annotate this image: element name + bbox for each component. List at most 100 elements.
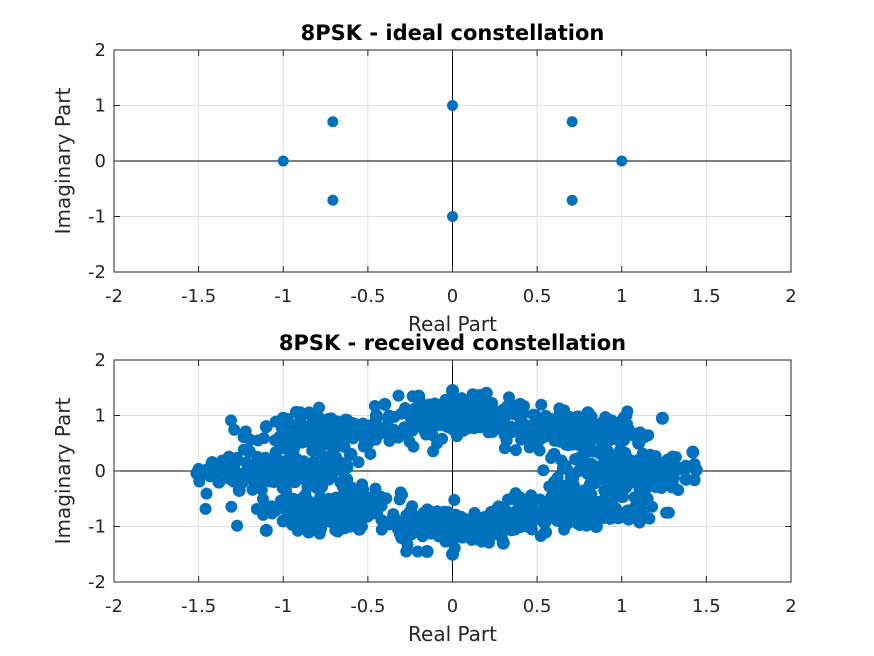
received-point [322, 412, 335, 425]
data-point [447, 211, 458, 222]
received-point [535, 398, 548, 411]
received-point [688, 474, 701, 487]
received-point [352, 504, 365, 517]
received-point [352, 456, 365, 469]
received-point [281, 478, 294, 491]
y-tick-label: 0 [95, 461, 106, 482]
y-tick-label: 0 [95, 151, 106, 172]
received-point [662, 506, 675, 519]
received-point [425, 527, 438, 540]
data-point [327, 116, 339, 128]
received-point [333, 439, 346, 452]
received-point [346, 488, 359, 501]
received-point [240, 465, 253, 478]
x-tick-label: -0.5 [350, 596, 385, 617]
y-axis-label: Imaginary Part [51, 397, 75, 544]
received-point [502, 508, 515, 521]
x-tick-label: -1 [274, 286, 292, 307]
y-tick-label: 1 [95, 406, 106, 427]
received-point [467, 526, 480, 539]
received-point [600, 496, 613, 509]
x-tick-label: 0.5 [523, 596, 552, 617]
received-point [284, 452, 297, 465]
received-point [600, 423, 613, 436]
received-point [549, 490, 562, 503]
received-point [571, 492, 584, 505]
received-point [584, 512, 597, 525]
received-point [619, 446, 632, 459]
data-point [686, 445, 700, 459]
received-point [310, 438, 323, 451]
received-point [322, 436, 335, 449]
received-point [618, 507, 631, 520]
received-point [338, 521, 351, 534]
received-point [447, 400, 460, 413]
y-tick-label: -2 [88, 262, 106, 283]
x-tick-label: -1.5 [181, 286, 216, 307]
received-point [613, 425, 626, 438]
received-point [289, 510, 302, 523]
x-tick-label: -1.5 [181, 596, 216, 617]
received-point [411, 545, 424, 558]
received-point [644, 451, 657, 464]
received-point [555, 454, 568, 467]
received-point [397, 426, 410, 439]
chart-title: 8PSK - received constellation [279, 331, 626, 355]
received-point [417, 407, 430, 420]
received-point [464, 420, 477, 433]
received-point [462, 408, 475, 421]
received-point [615, 471, 628, 484]
received-point [319, 494, 332, 507]
received-point [217, 456, 230, 469]
received-point [486, 402, 499, 415]
x-tick-label: 1 [616, 596, 627, 617]
received-point [289, 405, 302, 418]
received-point [400, 545, 413, 558]
received-point [291, 465, 304, 478]
received-point [537, 464, 550, 477]
received-point [479, 517, 492, 530]
received-point [338, 472, 351, 485]
received-point [310, 467, 323, 480]
received-point [320, 467, 333, 480]
received-point [200, 487, 213, 500]
received-point [281, 412, 294, 425]
received-point [456, 531, 469, 544]
x-tick-label: 0 [447, 596, 458, 617]
received-point [304, 508, 317, 521]
received-point [493, 412, 506, 425]
received-point [368, 399, 381, 412]
received-point [319, 505, 332, 518]
data-point [378, 397, 392, 411]
received-point [491, 501, 504, 514]
received-point [512, 409, 525, 422]
received-point [513, 500, 526, 513]
received-point [510, 516, 523, 529]
received-point [521, 517, 534, 530]
data-point [655, 411, 669, 425]
received-point [313, 401, 326, 414]
data-point [259, 420, 273, 434]
received-point [546, 413, 559, 426]
data-point [420, 544, 434, 558]
x-tick-label: 2 [785, 286, 796, 307]
received-point [339, 502, 352, 515]
x-tick-label: -2 [105, 286, 123, 307]
received-point [390, 520, 403, 533]
data-point [566, 116, 578, 128]
x-axis-label: Real Part [408, 312, 497, 336]
received-point [369, 433, 382, 446]
received-point [392, 389, 405, 402]
received-point [538, 526, 551, 539]
received-point [634, 426, 647, 439]
received-point [602, 461, 615, 474]
received-point [237, 443, 250, 456]
received-point [265, 500, 278, 513]
x-tick-label: 1.5 [692, 596, 721, 617]
received-point [566, 481, 579, 494]
received-point [639, 472, 652, 485]
data-point [447, 100, 458, 111]
received-point [441, 513, 454, 526]
received-point [277, 442, 290, 455]
received-point [526, 437, 539, 450]
